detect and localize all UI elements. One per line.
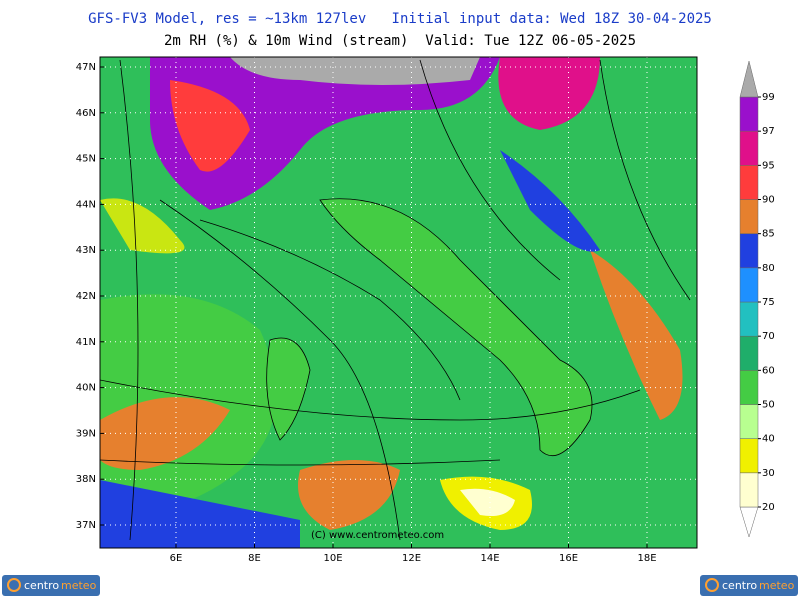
colorbar-swatch [739,438,759,474]
colorbar-label: 90 [762,195,775,206]
colorbar-swatch [739,233,759,269]
colorbar-swatch [739,199,759,234]
colorbar-swatch [739,301,759,337]
logo-text: meteo [759,579,795,592]
lat-label: 47N [76,62,96,73]
lat-label: 43N [76,245,96,256]
logo-text: centro [722,579,757,592]
logo-left: centro meteo [2,575,100,596]
lon-label: 14E [480,553,499,564]
colorbar-swatch [739,96,759,132]
lat-label: 45N [76,154,96,165]
logo-text: meteo [61,579,97,592]
lon-label: 8E [248,553,261,564]
lat-label: 37N [76,520,96,531]
lon-label: 18E [637,553,656,564]
lat-label: 46N [76,108,96,119]
colorbar-label: 50 [762,400,775,411]
colorbar-label: 97 [762,126,775,137]
colorbar-label: 40 [762,434,775,445]
watermark: (C) www.centrometeo.com [311,530,444,541]
lon-label: 12E [402,553,421,564]
colorbar: 20 30 40 50 60 70 75 80 85 90 95 97 99 [739,60,775,538]
lon-label: 10E [323,553,342,564]
subtitle: 2m RH (%) & 10m Wind (stream) Valid: Tue… [164,33,636,49]
colorbar-swatch [739,165,759,200]
lat-label: 44N [76,199,96,210]
colorbar-swatch [739,404,759,439]
colorbar-swatch [739,370,759,405]
colorbar-swatch [739,335,759,371]
lat-label: 39N [76,428,96,439]
colorbar-label: 99 [762,92,775,103]
colorbar-label: 70 [762,331,775,342]
lat-label: 41N [76,337,96,348]
colorbar-swatch [739,267,759,303]
lat-label: 42N [76,291,96,302]
colorbar-label: 20 [762,502,775,513]
colorbar-label: 85 [762,229,775,240]
colorbar-label: 30 [762,468,775,479]
colorbar-label: 95 [762,160,775,171]
graticule: 47N 46N 45N 44N 43N 42N 41N 40N 39N 38N 37N 6E 8E 10E… [76,57,697,564]
map-frame [99,56,698,549]
colorbar-swatch [739,60,759,98]
colorbar-swatch [739,506,759,538]
colorbar-swatch [739,472,759,508]
colorbar-label: 80 [762,263,775,274]
title: GFS-FV3 Model, res = ~13km 127lev Initia… [88,11,712,27]
colorbar-swatch [739,130,759,166]
logo-text: centro [24,579,59,592]
colorbar-label: 75 [762,297,775,308]
lat-label: 40N [76,383,96,394]
lon-label: 6E [170,553,183,564]
map [99,57,697,548]
lat-label: 38N [76,474,96,485]
colorbar-label: 60 [762,365,775,376]
lon-label: 16E [559,553,578,564]
logo-right: centro meteo [700,575,798,596]
